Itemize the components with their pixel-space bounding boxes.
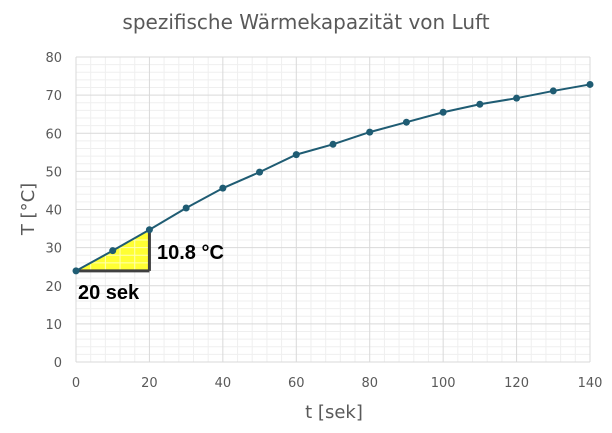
x-tick-label: 20: [141, 376, 158, 391]
x-tick-label: 80: [361, 376, 378, 391]
data-point: [109, 247, 117, 255]
delta-x-label: 20 sek: [78, 282, 140, 304]
series-group: [72, 80, 594, 275]
data-point: [219, 184, 227, 192]
series-line: [75, 83, 591, 272]
y-tick-label: 30: [45, 242, 62, 257]
x-axis-ticks: 0 20 40 60 80 100 120 140: [72, 376, 603, 391]
data-point: [402, 118, 410, 126]
y-tick-label: 60: [45, 127, 62, 142]
chart-title: spezifische Wärmekapazität von Luft: [122, 10, 489, 34]
delta-y-label: 10.8 °C: [157, 242, 224, 264]
y-tick-label: 10: [45, 318, 62, 333]
data-point: [549, 87, 557, 95]
data-point: [329, 140, 337, 148]
data-point: [182, 204, 190, 212]
data-point: [366, 128, 374, 136]
data-point: [72, 267, 80, 275]
y-tick-label: 0: [54, 356, 62, 371]
x-tick-label: 140: [578, 376, 603, 391]
data-point: [145, 226, 153, 234]
data-point: [513, 94, 521, 102]
data-point: [292, 151, 300, 159]
y-tick-label: 40: [45, 204, 62, 219]
x-tick-label: 120: [504, 376, 529, 391]
y-tick-label: 70: [45, 89, 62, 104]
data-point: [476, 100, 484, 108]
y-axis-title: T [°C]: [18, 183, 39, 236]
y-tick-label: 20: [45, 280, 62, 295]
x-tick-label: 60: [288, 376, 305, 391]
data-point: [439, 108, 447, 116]
major-gridlines: [75, 56, 591, 363]
x-axis-title: t [sek]: [305, 402, 363, 423]
x-tick-label: 40: [215, 376, 232, 391]
y-tick-label: 80: [45, 51, 62, 66]
y-axis-ticks: 0 10 20 30 40 50 60 70 80: [45, 51, 62, 371]
x-tick-label: 100: [431, 376, 456, 391]
y-tick-label: 50: [45, 165, 62, 180]
x-tick-label: 0: [72, 376, 80, 391]
data-point: [256, 168, 264, 176]
data-point: [586, 80, 594, 88]
